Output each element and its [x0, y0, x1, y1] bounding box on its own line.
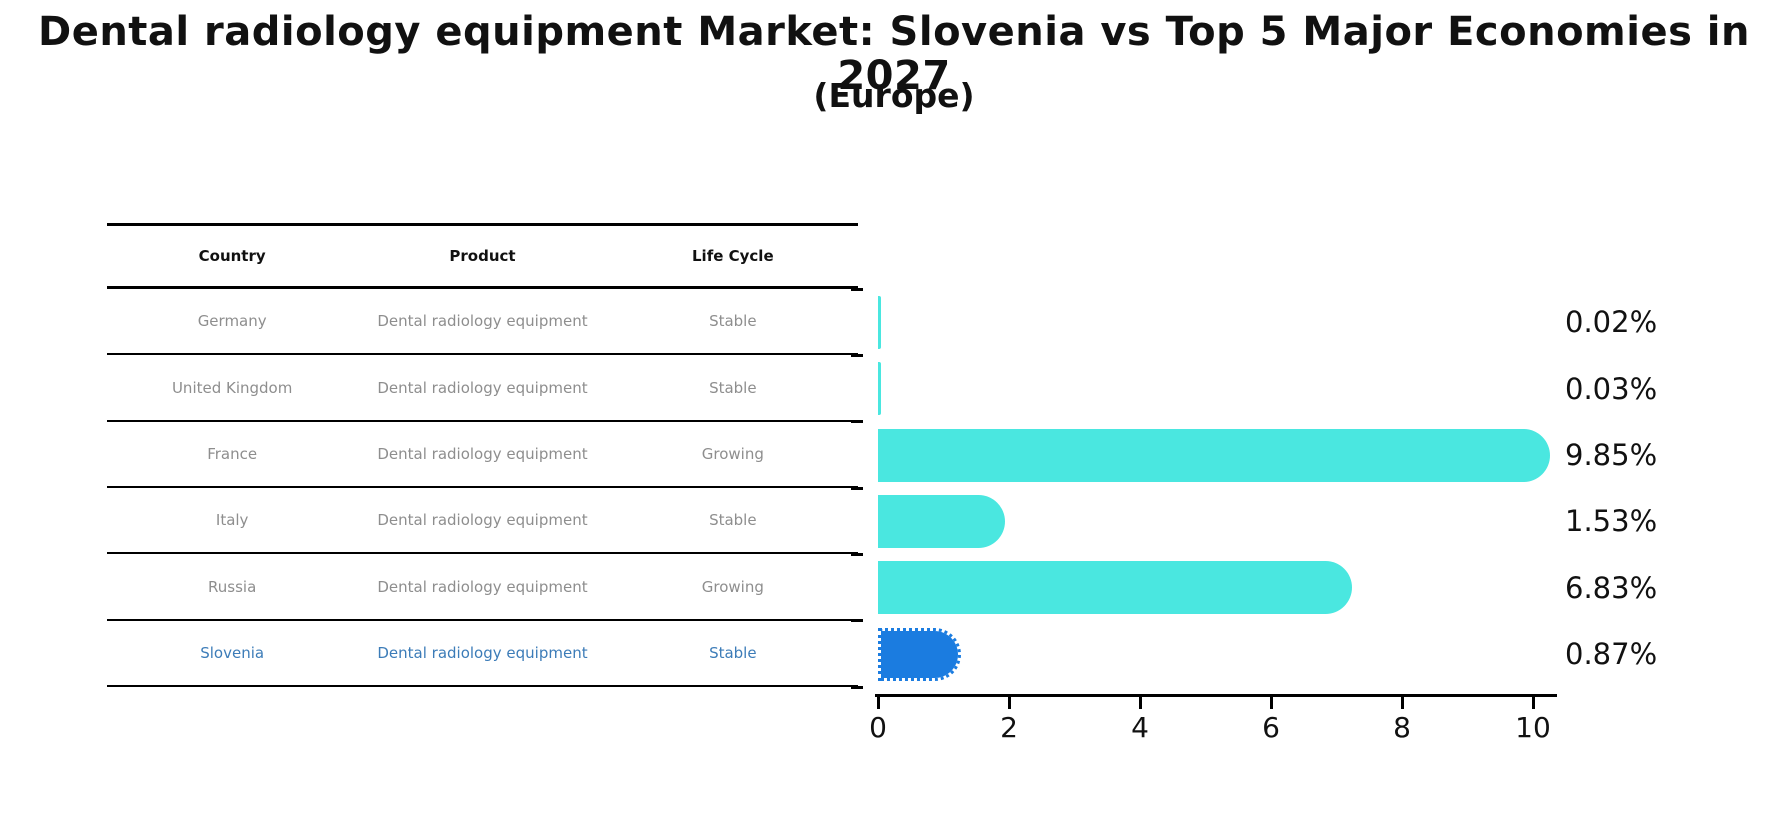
table-cell-product: Dental radiology equipment — [377, 378, 588, 397]
bar-italy — [878, 494, 1005, 548]
table-header-country: Country — [198, 247, 266, 265]
table-cell-country: Germany — [197, 312, 267, 331]
x-tick-label: 8 — [1393, 711, 1411, 744]
x-tick — [1269, 695, 1273, 709]
table-row: Germany Dental radiology equipment Stable — [107, 289, 858, 356]
y-tick — [851, 420, 863, 424]
table-cell-product: Dental radiology equipment — [377, 444, 588, 463]
x-tick-label: 4 — [1131, 711, 1149, 744]
table-cell-product: Dental radiology equipment — [377, 577, 588, 596]
bar-germany — [878, 295, 881, 349]
value-label: 6.83% — [1565, 570, 1658, 605]
data-table: Country Product Life Cycle Germany Dental… — [107, 223, 858, 688]
x-axis-line — [875, 694, 1557, 697]
y-tick — [851, 353, 863, 357]
x-tick — [1531, 695, 1535, 709]
table-cell-country: Italy — [215, 511, 249, 530]
table-header-product: Product — [449, 247, 516, 265]
value-label: 1.53% — [1565, 504, 1658, 539]
value-label: 0.02% — [1565, 305, 1658, 340]
table-cell-country: United Kingdom — [171, 378, 293, 397]
table-cell-life-cycle: Stable — [709, 511, 757, 530]
y-tick — [851, 486, 863, 490]
value-label: 9.85% — [1565, 438, 1658, 472]
x-tick — [1007, 695, 1011, 709]
x-tick — [1138, 695, 1142, 709]
table-cell-life-cycle: Stable — [709, 312, 757, 331]
x-tick-label: 0 — [869, 711, 887, 744]
page-title: Dental radiology equipment Market: Slove… — [37, 9, 1750, 99]
page-subtitle: (Europe) — [813, 76, 975, 115]
value-label: 0.03% — [1565, 371, 1658, 406]
table-cell-country: Slovenia — [200, 643, 265, 662]
table-row: United Kingdom Dental radiology equipment… — [107, 355, 858, 422]
table-row: Slovenia Dental radiology equipment Stable — [107, 621, 858, 688]
bar-russia — [878, 561, 1352, 615]
y-tick — [851, 553, 863, 557]
table-cell-life-cycle: Stable — [709, 643, 757, 662]
table-cell-life-cycle: Growing — [701, 444, 764, 463]
table-row: France Dental radiology equipment Growing — [107, 422, 858, 489]
y-tick — [851, 685, 863, 689]
table-header-row: Country Product Life Cycle — [107, 223, 858, 289]
x-tick — [876, 695, 880, 709]
table-header-life-cycle: Life Cycle — [692, 247, 774, 265]
y-tick — [851, 619, 863, 623]
table-cell-life-cycle: Stable — [709, 378, 757, 397]
x-tick-label: 10 — [1515, 711, 1551, 744]
x-tick-label: 2 — [1000, 711, 1018, 744]
bar-united-kingdom — [878, 362, 881, 416]
x-tick — [1400, 695, 1404, 709]
table-row: Russia Dental radiology equipment Growing — [107, 554, 858, 621]
table-body: Germany Dental radiology equipment Stable U… — [107, 289, 858, 688]
table-cell-country: France — [207, 444, 258, 463]
bar-france — [878, 428, 1550, 482]
table-cell-life-cycle: Growing — [701, 577, 764, 596]
table-cell-product: Dental radiology equipment — [377, 312, 588, 331]
table-cell-product: Dental radiology equipment — [377, 511, 588, 530]
table-cell-country: Russia — [208, 577, 257, 596]
table-row: Italy Dental radiology equipment Stable — [107, 488, 858, 555]
table-cell-product: Dental radiology equipment — [377, 643, 588, 662]
x-tick-label: 6 — [1262, 711, 1280, 744]
bar-slovenia — [878, 627, 962, 681]
value-label: 0.87% — [1565, 637, 1658, 672]
y-tick — [851, 287, 863, 291]
